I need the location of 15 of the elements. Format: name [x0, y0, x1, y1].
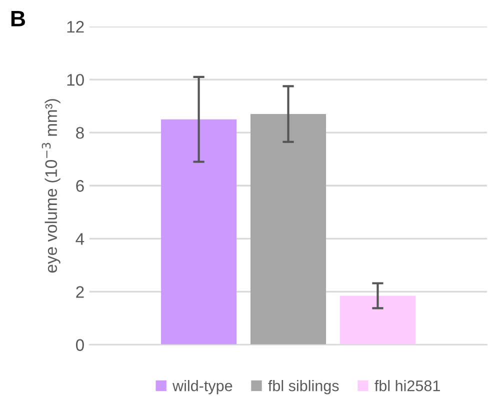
y-tick-label: 10 — [67, 74, 84, 86]
legend-label: fbl siblings — [268, 380, 339, 394]
y-axis-title: eye volume (10$^{−3}$ mm³) — [42, 99, 60, 273]
y-tick-label: 4 — [76, 233, 84, 245]
bar — [250, 114, 326, 345]
y-tick-label: 8 — [76, 127, 84, 139]
text: B — [11, 11, 25, 26]
bar — [340, 296, 416, 345]
y-tick-label: 12 — [67, 20, 84, 33]
y-tick-label: 2 — [76, 286, 84, 298]
legend-label: wild-type — [172, 380, 232, 394]
bar — [161, 119, 237, 345]
legend-label: fbl hi2581 — [374, 380, 440, 392]
y-tick-label: 6 — [76, 180, 84, 192]
y-tick-label: 0 — [76, 339, 84, 351]
